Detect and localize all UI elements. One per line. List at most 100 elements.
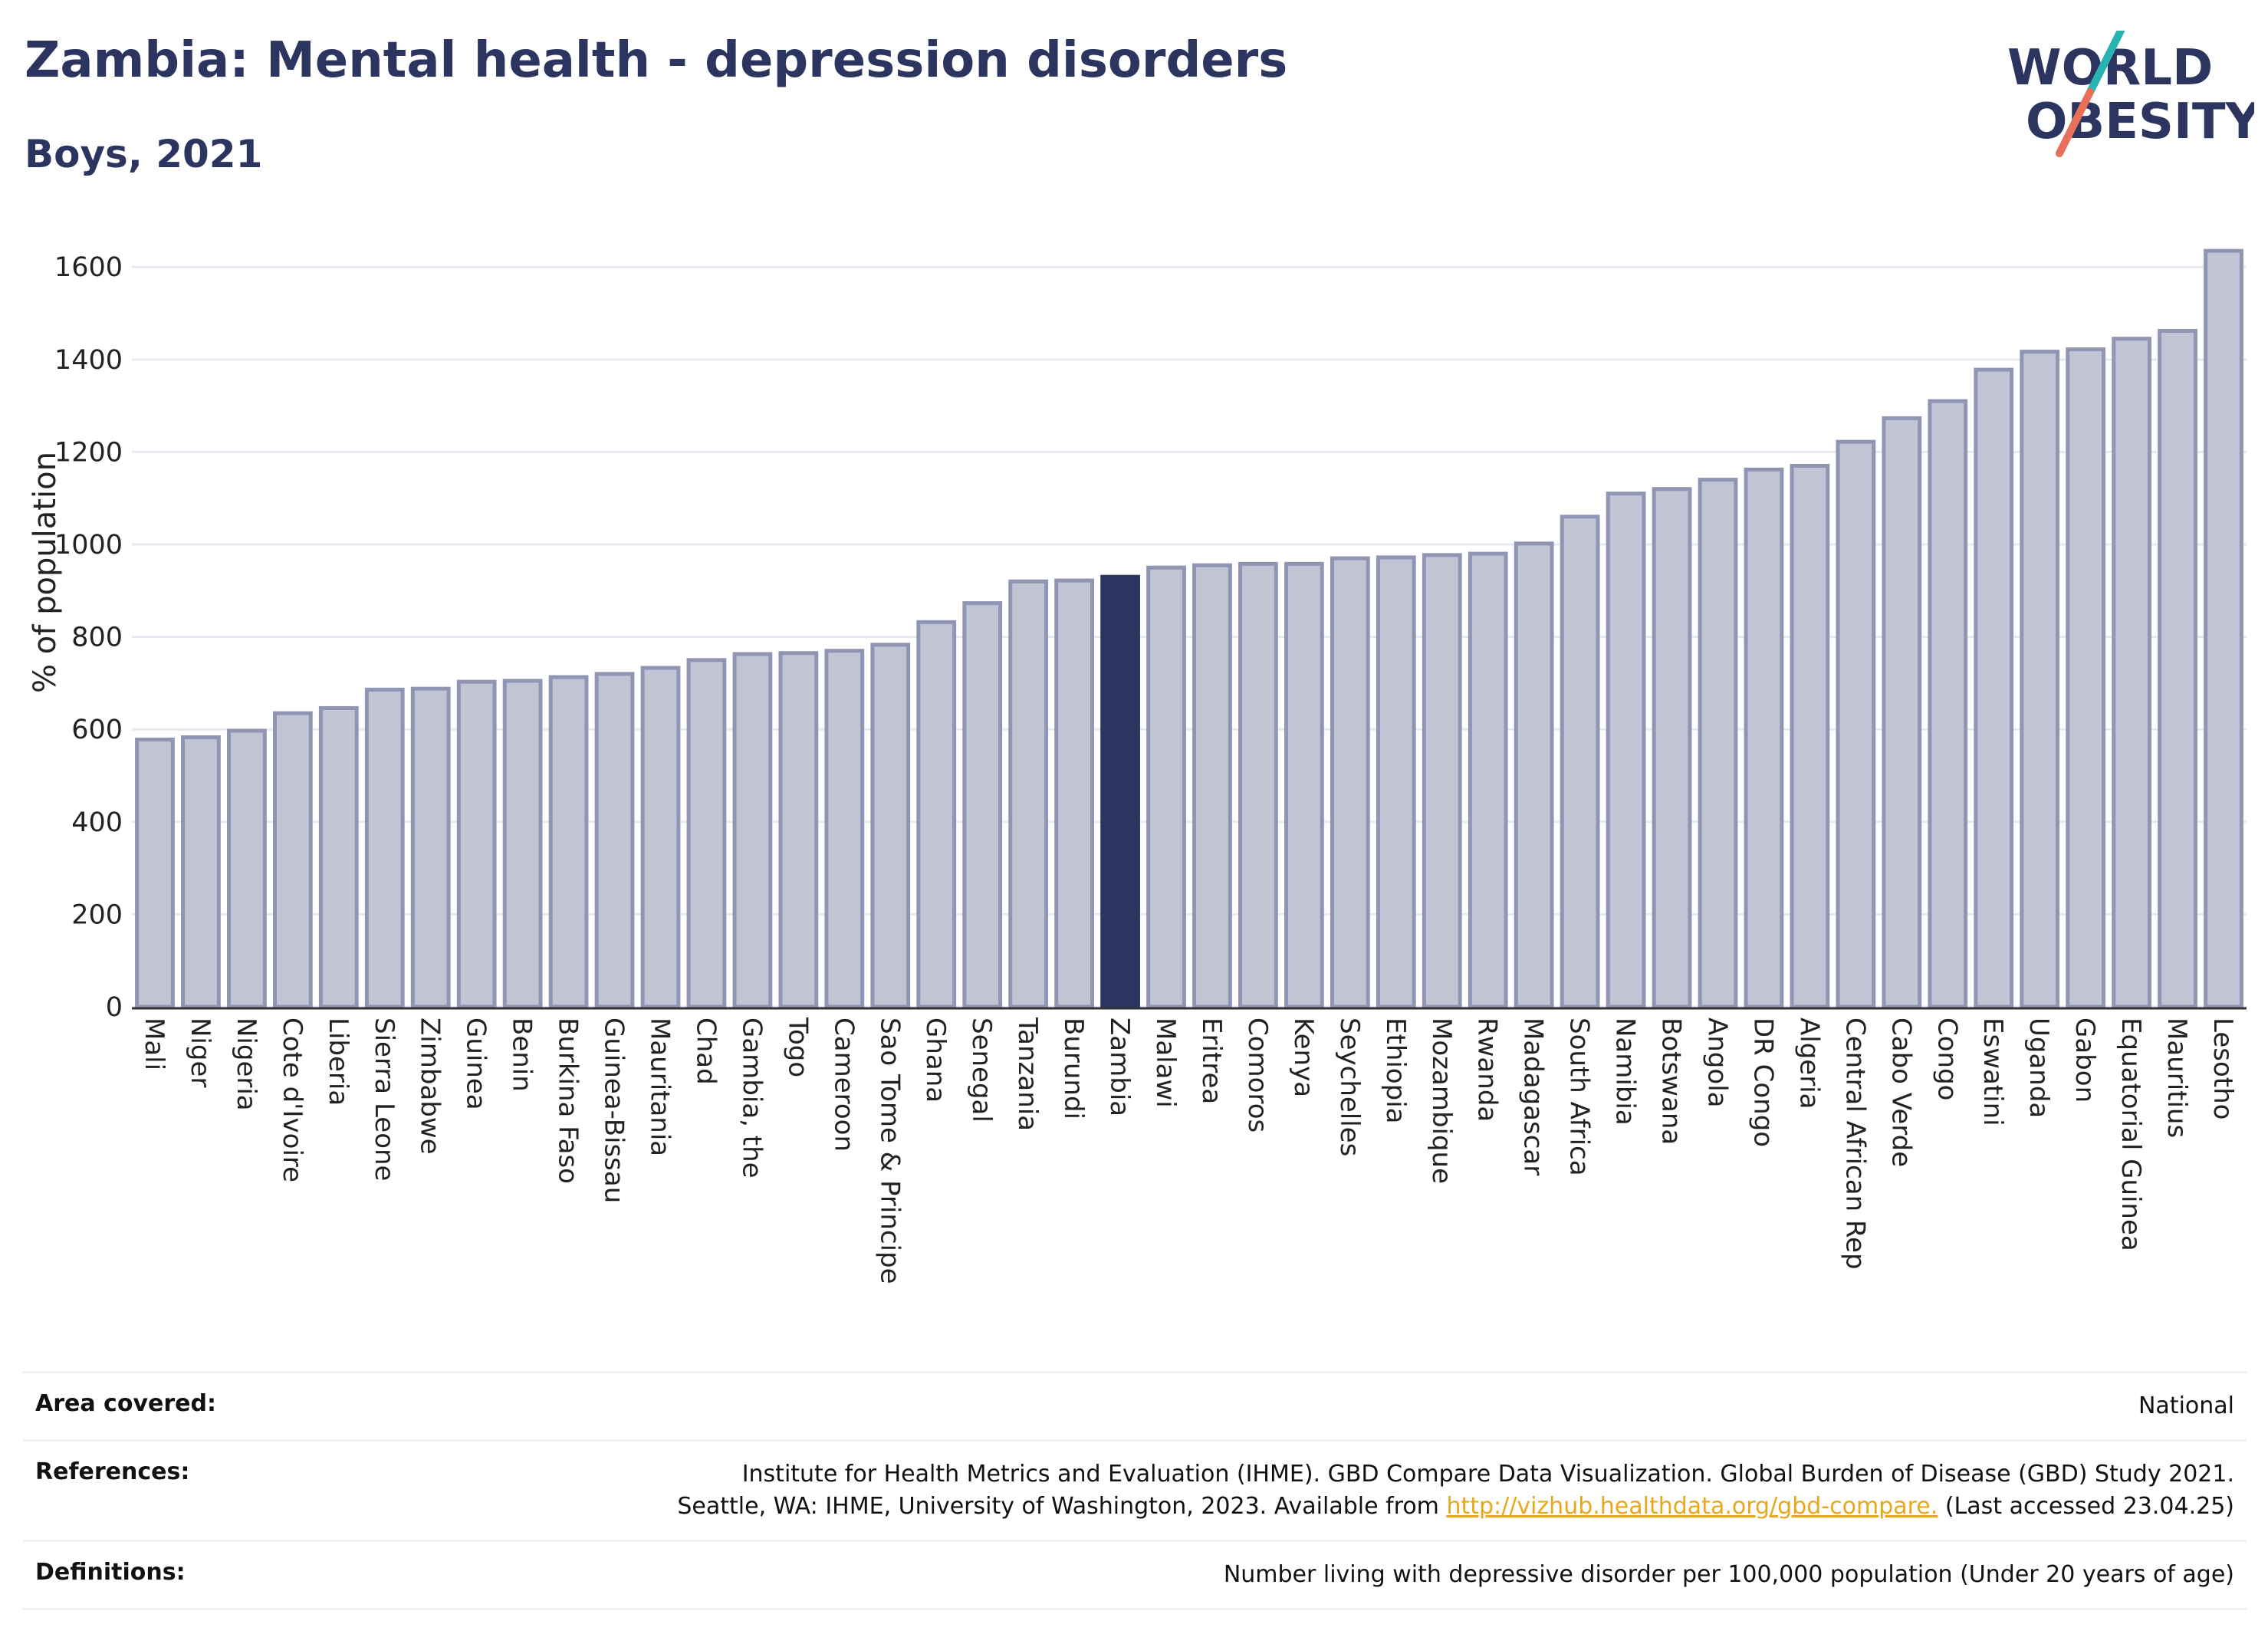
bar [548,675,589,1009]
logo-slash-coral [2056,88,2094,157]
bar [1882,416,1922,1009]
bar [318,705,359,1009]
bar [1928,399,1968,1009]
bar [1146,565,1186,1009]
x-tick-label: Algeria [1793,1018,1824,1109]
x-tick-label: Benin [507,1018,537,1092]
bar [2066,347,2106,1009]
x-tick-label: Lesotho [2207,1018,2238,1119]
y-axis-ticks: 0 200 400 600 800 1000 1200 1400 1600 [54,252,123,1023]
x-tick-label: Seychelles [1334,1018,1365,1156]
references-line-1: Institute for Health Metrics and Evaluat… [741,1461,2234,1488]
y-axis-label: % of population [28,452,63,693]
references-line-2-prefix: Seattle, WA: IHME, University of Washing… [677,1493,1447,1520]
page-subtitle: Boys, 2021 [25,132,263,176]
bar [2158,328,2197,1009]
x-tick-label: Gabon [2069,1018,2100,1103]
x-tick-label: Ghana [920,1018,951,1103]
x-tick-label: Equatorial Guinea [2115,1018,2146,1251]
x-tick-label: DR Congo [1747,1018,1778,1147]
bar [410,686,451,1009]
x-tick-label: Zambia [1104,1018,1135,1116]
bar [1974,367,2014,1009]
x-tick-label: Mali [139,1018,169,1070]
x-tick-label: Uganda [2023,1018,2054,1118]
x-tick-label: Mozambique [1426,1018,1457,1184]
x-tick-label: Niger [185,1018,215,1087]
x-tick-label: Namibia [1610,1018,1641,1126]
x-tick-label: Rwanda [1472,1018,1503,1122]
definitions-label: Definitions: [35,1559,186,1586]
footer-row-references: References: Institute for Health Metrics… [23,1439,2247,1540]
x-tick-label: Chad [690,1018,721,1085]
x-tick-label: Congo [1931,1018,1962,1100]
x-tick-label: Ethiopia [1380,1018,1411,1123]
bar [594,672,635,1009]
y-tick-label: 600 [71,715,123,745]
page-title: Zambia: Mental health - depression disor… [25,32,1288,89]
references-link[interactable]: http://vizhub.healthdata.org/gbd-compare… [1446,1493,1938,1520]
bar [640,666,681,1009]
x-tick-label: Madagascar [1518,1018,1549,1175]
bar [1284,561,1324,1009]
bar [778,651,819,1009]
bar [1422,553,1462,1009]
references-line-2-suffix: (Last accessed 23.04.25) [1938,1493,2234,1520]
x-tick-label: Gambia, the [736,1018,767,1179]
x-tick-label: Botswana [1656,1018,1687,1145]
y-tick-label: 1200 [54,437,123,468]
definitions-value: Number living with depressive disorder p… [1223,1561,2234,1588]
y-tick-label: 0 [106,992,123,1023]
x-tick-label: Togo [782,1017,813,1077]
x-tick-label: Cote d'Ivoire [277,1018,307,1182]
bar [1652,487,1692,1009]
bar-chart: 0 200 400 600 800 1000 1200 1400 1600 Mali Niger N… [28,248,2247,1284]
x-tick-label: Cameroon [828,1018,859,1152]
x-tick-label: Angola [1702,1018,1733,1107]
x-tick-label: Malawi [1150,1018,1181,1108]
bar [962,601,1003,1009]
bar [1744,467,1784,1009]
x-tick-label: Central African Rep [1839,1018,1870,1270]
footer-row-area: Area covered: National [23,1371,2247,1439]
bar [2020,350,2060,1009]
x-tick-label: Nigeria [231,1018,261,1111]
x-tick-label: Comoros [1242,1018,1273,1133]
footer-row-definitions: Definitions: Number living with depressi… [23,1540,2247,1610]
bar [1790,464,1830,1009]
y-tick-label: 400 [71,807,123,838]
bar [456,679,497,1009]
references-value: Institute for Health Metrics and Evaluat… [677,1458,2234,1523]
x-tick-label: Liberia [323,1018,353,1106]
x-tick-label: Tanzania [1012,1017,1043,1131]
bar [732,652,773,1009]
area-label: Area covered: [35,1390,216,1417]
bar [1560,515,1600,1009]
bar [181,735,221,1009]
bar [916,620,957,1009]
x-tick-label: South Africa [1564,1018,1595,1176]
bar [686,658,727,1009]
x-tick-label: Burundi [1058,1018,1089,1119]
bar [502,679,543,1009]
logo-slash-teal [2086,31,2125,96]
y-tick-label: 1600 [54,252,123,283]
bar [824,649,865,1009]
x-tick-label: Eritrea [1196,1018,1227,1104]
bar [2112,337,2151,1009]
x-tick-label: Mauritius [2161,1018,2192,1138]
bar [1238,561,1278,1009]
x-tick-label: Cabo Verde [1885,1018,1916,1167]
bar [1376,555,1416,1009]
x-axis-ticks: Mali Niger Nigeria Cote d'Ivoire Liberia Sier… [139,1017,2238,1284]
y-tick-label: 1000 [54,530,123,561]
y-tick-label: 200 [71,899,123,930]
x-tick-label: Guinea-Bissau [599,1018,629,1203]
x-tick-label: Guinea [461,1018,491,1110]
bar [227,728,267,1009]
bar [1468,551,1508,1009]
x-tick-label: Kenya [1288,1018,1319,1097]
bar [364,687,405,1009]
bar [1836,439,1876,1009]
bar [135,737,175,1009]
